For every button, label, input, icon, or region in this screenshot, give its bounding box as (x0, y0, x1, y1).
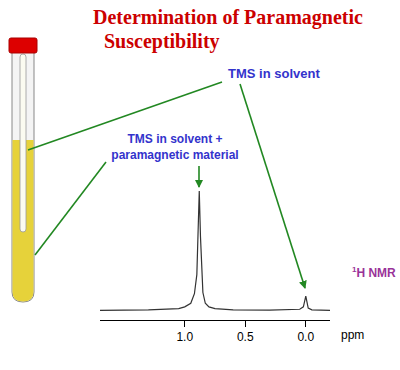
svg-text:1.0: 1.0 (176, 330, 193, 344)
svg-text:0.0: 0.0 (297, 330, 314, 344)
svg-text:1H NMR: 1H NMR (352, 265, 396, 280)
svg-text:paramagnetic material: paramagnetic material (111, 148, 238, 162)
svg-text:0.5: 0.5 (237, 330, 254, 344)
svg-text:Determination of Paramagnetic: Determination of Paramagnetic (93, 6, 363, 29)
svg-text:ppm: ppm (341, 328, 364, 342)
svg-text:TMS in solvent: TMS in solvent (228, 66, 320, 81)
svg-text:TMS in solvent +: TMS in solvent + (127, 132, 222, 146)
svg-text:Susceptibility: Susceptibility (104, 30, 220, 53)
